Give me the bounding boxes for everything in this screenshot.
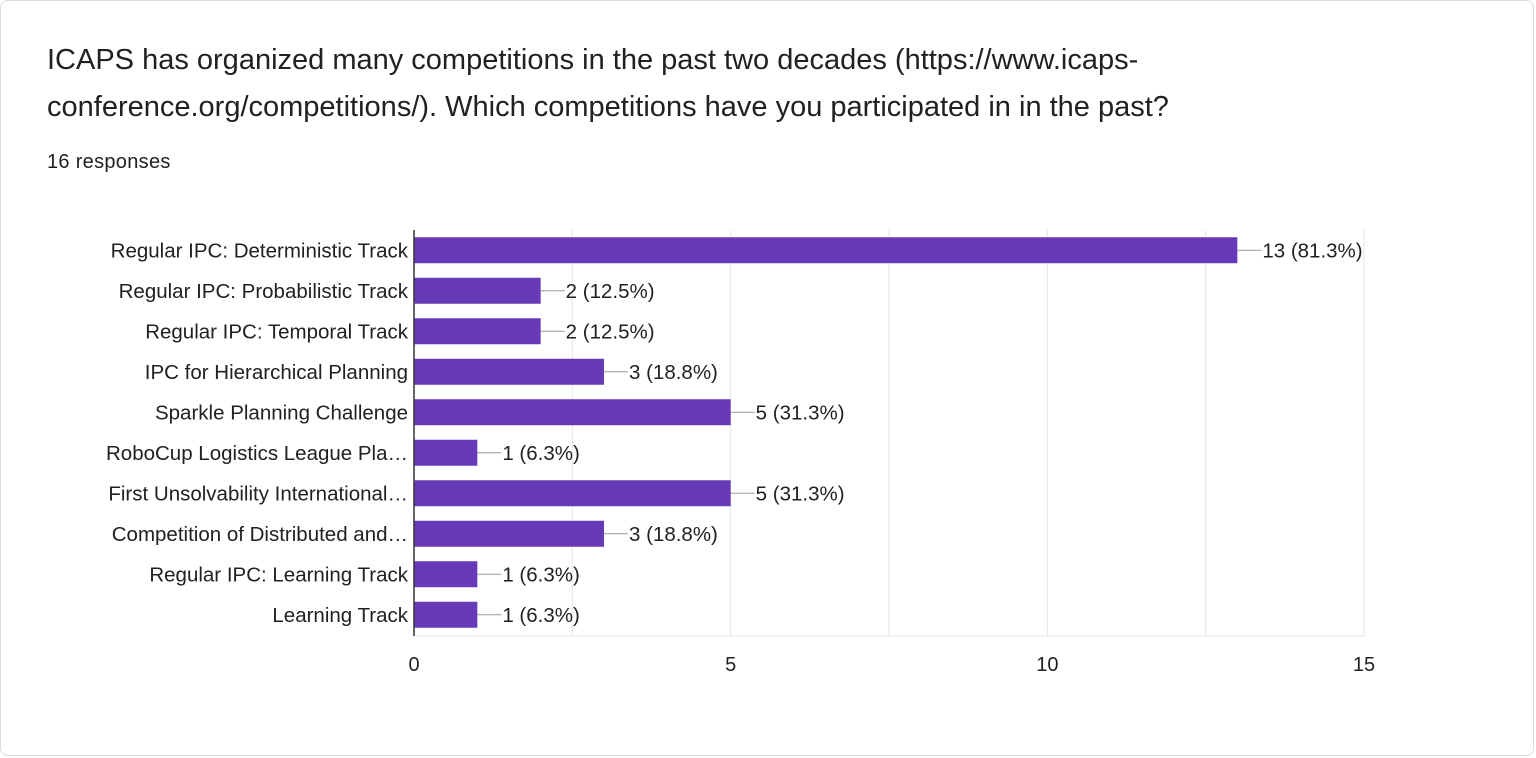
category-label: IPC for Hierarchical Planning	[145, 361, 408, 384]
data-label: 5 (31.3%)	[756, 482, 845, 505]
bar	[414, 237, 1238, 264]
response-count: 16 responses	[47, 151, 171, 173]
data-label: 13 (81.3%)	[1262, 239, 1362, 262]
bar	[414, 358, 604, 385]
category-label: Regular IPC: Deterministic Track	[111, 239, 409, 262]
bar	[414, 480, 731, 507]
data-label: 1 (6.3%)	[502, 442, 579, 465]
question-title: ICAPS has organized many competitions in…	[47, 44, 1169, 123]
category-label: First Unsolvability International…	[108, 482, 408, 505]
data-label: 1 (6.3%)	[502, 563, 579, 586]
category-label: Regular IPC: Temporal Track	[145, 320, 409, 343]
bar	[414, 399, 731, 426]
bar	[414, 601, 478, 628]
data-label: 2 (12.5%)	[566, 280, 655, 303]
bar	[414, 318, 541, 345]
category-label: Regular IPC: Learning Track	[149, 563, 408, 586]
x-tick-label: 15	[1353, 654, 1375, 676]
bar	[414, 520, 604, 547]
x-tick-label: 5	[725, 654, 736, 676]
category-label: Sparkle Planning Challenge	[155, 401, 408, 424]
data-label: 2 (12.5%)	[566, 320, 655, 343]
category-label: Regular IPC: Probabilistic Track	[119, 280, 409, 303]
category-label: RoboCup Logistics League Pla…	[106, 442, 408, 465]
data-label: 1 (6.3%)	[502, 604, 579, 627]
bar	[414, 277, 541, 304]
data-label: 3 (18.8%)	[629, 361, 718, 384]
category-label: Competition of Distributed and…	[112, 523, 408, 546]
data-label: 3 (18.8%)	[629, 523, 718, 546]
bar	[414, 561, 478, 588]
data-label: 5 (31.3%)	[756, 401, 845, 424]
x-tick-label: 0	[408, 654, 419, 676]
category-label: Learning Track	[272, 604, 408, 627]
x-tick-label: 10	[1036, 654, 1058, 676]
bar	[414, 439, 478, 466]
